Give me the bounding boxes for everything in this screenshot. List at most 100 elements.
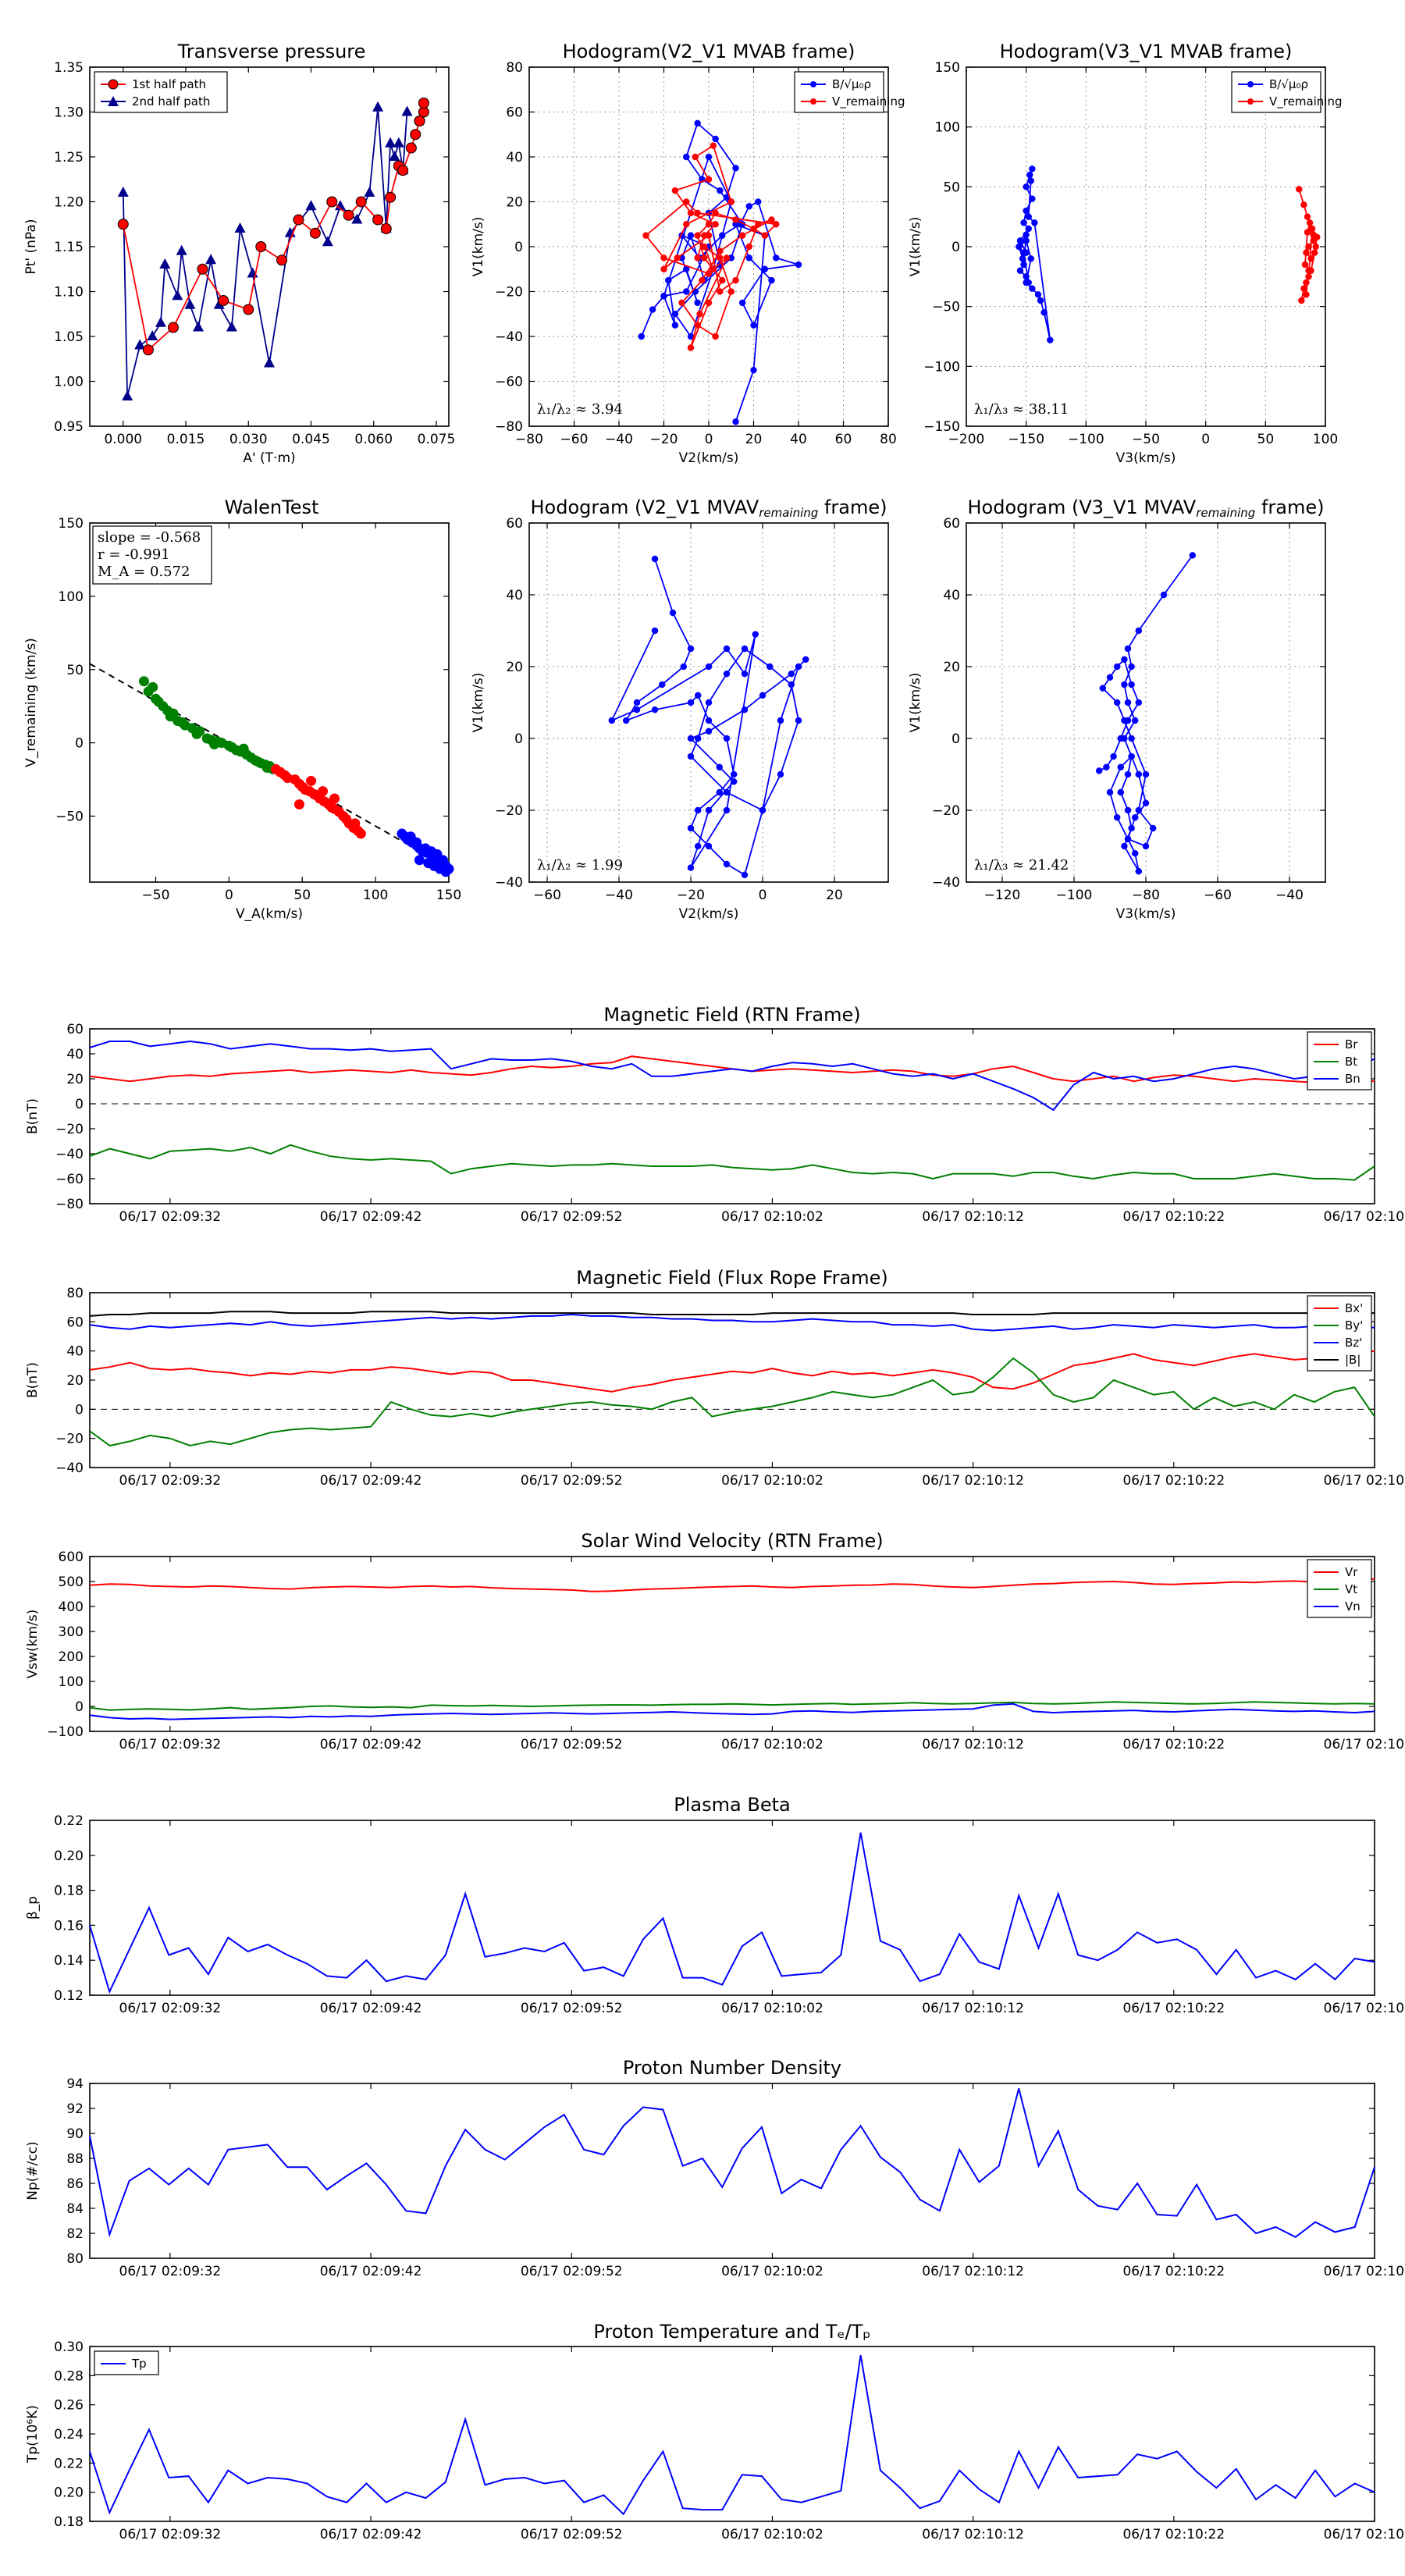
- np-xtick-label: 06/17 02:10:32: [1324, 2264, 1405, 2279]
- h4-series-dot-0: [1131, 813, 1139, 821]
- h4-ylabel: V1(km/s): [908, 673, 923, 733]
- h1-series-dot-1: [687, 344, 695, 351]
- h3-series-dot-0: [651, 706, 659, 713]
- h2-series-dot-0: [1020, 219, 1027, 226]
- h4-series-dot-0: [1135, 806, 1143, 814]
- pt-ytick-label: 1.15: [54, 240, 84, 255]
- h3-xtick-label: −60: [533, 888, 561, 903]
- h3-series-dot-0: [730, 770, 738, 778]
- beta-ylabel: β_p: [25, 1896, 41, 1920]
- pt-legend-label: 1st half path: [132, 77, 206, 91]
- h1-ytick-label: 20: [506, 195, 523, 211]
- h3-ytick-label: −40: [495, 875, 523, 891]
- walen-xtick-label: 50: [293, 888, 311, 903]
- walen-ytick-label: 100: [59, 589, 84, 605]
- h4-series-dot-0: [1124, 770, 1132, 778]
- pt-triangle-marker: [305, 200, 317, 211]
- mag-rtn-plot: 06/17 02:09:32 06/17 02:09:42 06/17 02:09:…: [25, 1022, 1405, 1225]
- h3-title: Hodogram (V2_V1 MVAVremaining frame): [531, 496, 887, 520]
- h1-series-dot-0: [732, 418, 739, 425]
- h3-ytick-label: 60: [506, 516, 523, 532]
- h1-series-dot-0: [712, 135, 719, 143]
- vsw-legend-label: Vn: [1345, 1599, 1361, 1614]
- walen-point-blue: [414, 855, 425, 866]
- walen-xtick-label: 0: [225, 888, 233, 903]
- pt-circle-marker: [414, 116, 425, 126]
- np-plot: 06/17 02:09:32 06/17 02:09:42 06/17 02:09:…: [25, 2076, 1405, 2279]
- h4-series-dot-0: [1106, 674, 1114, 681]
- h3-ytick-label: 0: [514, 731, 523, 747]
- pt-triangle-marker: [134, 339, 146, 350]
- h2-xtick-label: 100: [1313, 432, 1338, 447]
- h1-series-dot-0: [665, 276, 672, 284]
- pt-circle-marker: [397, 165, 409, 176]
- mag_rtn-legend-label: Bt: [1345, 1055, 1357, 1069]
- beta-xtick-label: 06/17 02:09:52: [521, 2001, 623, 2016]
- pt-triangle-marker: [172, 290, 183, 301]
- beta-frame: [89, 1820, 1375, 1996]
- h2-series-dot-1: [1311, 249, 1318, 256]
- h3-series-dot-0: [777, 717, 784, 724]
- h3-series-dot-0: [716, 763, 724, 771]
- vsw-legend-label: Vt: [1345, 1582, 1357, 1596]
- mag_rtn-xtick-label: 06/17 02:09:32: [119, 1209, 222, 1225]
- mag_fr-xtick-label: 06/17 02:10:22: [1122, 1473, 1225, 1489]
- h2-series-dot-0: [1037, 297, 1044, 304]
- h1-series-dot-1: [727, 198, 735, 205]
- pt-circle-marker: [117, 219, 129, 230]
- h4-series-dot-0: [1128, 663, 1135, 671]
- pt-circle-marker: [410, 129, 422, 141]
- walen-point-green: [261, 763, 272, 774]
- vsw-ytick-label: 0: [75, 1699, 84, 1715]
- h1-xtick-label: 60: [835, 432, 852, 447]
- h2-series-dot-0: [1016, 237, 1024, 244]
- pt-triangle-marker: [226, 321, 237, 332]
- walen-point-green: [176, 717, 187, 728]
- h1-series-dot-1: [694, 209, 701, 217]
- h3-xtick-label: 20: [826, 888, 843, 903]
- pt-ytick-label: 1.25: [54, 150, 84, 165]
- np-ytick-label: 94: [66, 2076, 84, 2092]
- h1-plot: −80 −60 −40 −20 0 20 40 60 80 −80 −60 −40 −20 0 20 40 60…: [471, 60, 905, 466]
- h2-xtick-label: −200: [948, 432, 985, 447]
- h1-series-dot-0: [705, 153, 713, 161]
- h2-xtick-label: −50: [1132, 432, 1160, 447]
- h2-xtick-label: 0: [1201, 432, 1210, 447]
- mag_rtn-ytick-label: −40: [55, 1147, 84, 1162]
- h1-series-dot-1: [717, 254, 724, 262]
- h3-xtick-label: −40: [605, 888, 633, 903]
- mag_fr-ytick-label: 80: [66, 1286, 84, 1301]
- h1-series-dot-0: [719, 232, 726, 239]
- pt-ytick-label: 1.20: [54, 195, 84, 211]
- vsw-xtick-label: 06/17 02:09:42: [320, 1737, 422, 1752]
- h4-series-dot-0: [1121, 681, 1128, 688]
- h2-series-dot-0: [1025, 213, 1032, 220]
- np-ylabel: Np(#/cc): [25, 2141, 41, 2200]
- h4-ytick-label: 20: [943, 660, 960, 675]
- h4-series-dot-0: [1142, 799, 1150, 807]
- beta-series-beta: [89, 1832, 1375, 1994]
- walen-point-green: [209, 739, 220, 750]
- mag-fr-title: Magnetic Field (Flux Rope Frame): [576, 1267, 887, 1289]
- h1-series-dot-0: [649, 306, 656, 313]
- pt-triangle-marker: [176, 244, 187, 255]
- tp-series-Tp: [89, 2355, 1375, 2516]
- pt-circle-marker: [385, 191, 397, 203]
- h2-series-dot-0: [1023, 237, 1030, 244]
- h1-series-dot-0: [732, 165, 739, 172]
- mag_rtn-ytick-label: 20: [66, 1072, 84, 1087]
- vsw-ytick-label: −100: [47, 1724, 84, 1740]
- h1-series-dot-1: [687, 209, 695, 217]
- h4-series-dot-0: [1128, 735, 1135, 742]
- h2-series-dot-1: [1305, 243, 1312, 251]
- h3-series-line-0: [610, 558, 806, 877]
- h3-xtick-label: −20: [677, 888, 705, 903]
- h4-series-dot-0: [1124, 717, 1132, 724]
- h4-series-dot-0: [1121, 842, 1128, 850]
- h3-series-dot-0: [705, 728, 713, 735]
- pt-legend-marker: [108, 96, 119, 106]
- walen-point-blue: [411, 837, 422, 848]
- h2-ytick-label: −50: [932, 300, 960, 315]
- mag_rtn-frame: [89, 1028, 1375, 1204]
- tp-frame: [89, 2346, 1375, 2522]
